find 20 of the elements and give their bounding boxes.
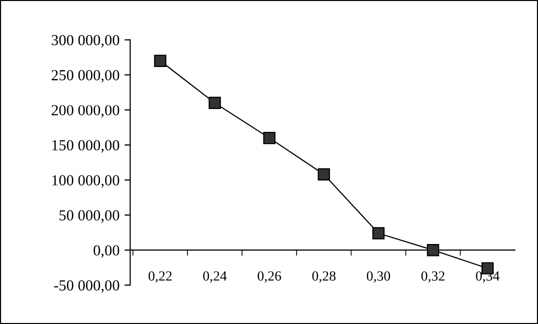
x-tick-label: 0,28 xyxy=(312,271,336,283)
point xyxy=(263,132,276,144)
point xyxy=(154,54,166,67)
y-tick-label: 300 000,00 xyxy=(52,34,120,48)
y-tick-label: 0,00 xyxy=(94,245,120,258)
point xyxy=(372,227,385,240)
point xyxy=(426,244,440,256)
y-tick-label: 150 000,00 xyxy=(52,140,120,153)
y-tick-label: 200 000,00 xyxy=(52,105,120,118)
point xyxy=(208,96,221,110)
x-tick-label: 0,32 xyxy=(421,271,444,283)
x-tick-label: 0,26 xyxy=(258,271,282,283)
y-tick-label: 250 000,00 xyxy=(52,70,120,83)
point xyxy=(318,168,330,181)
x-tick-label: 0,24 xyxy=(203,271,227,283)
x-tick-label: 0,22 xyxy=(148,271,172,283)
x-tick-label: 0,30 xyxy=(366,271,390,283)
y-tick-label: -50 000,00 xyxy=(54,280,120,293)
y-tick-label: 100 000,00 xyxy=(52,175,120,188)
y-tick-label: 50 000,00 xyxy=(60,210,120,223)
